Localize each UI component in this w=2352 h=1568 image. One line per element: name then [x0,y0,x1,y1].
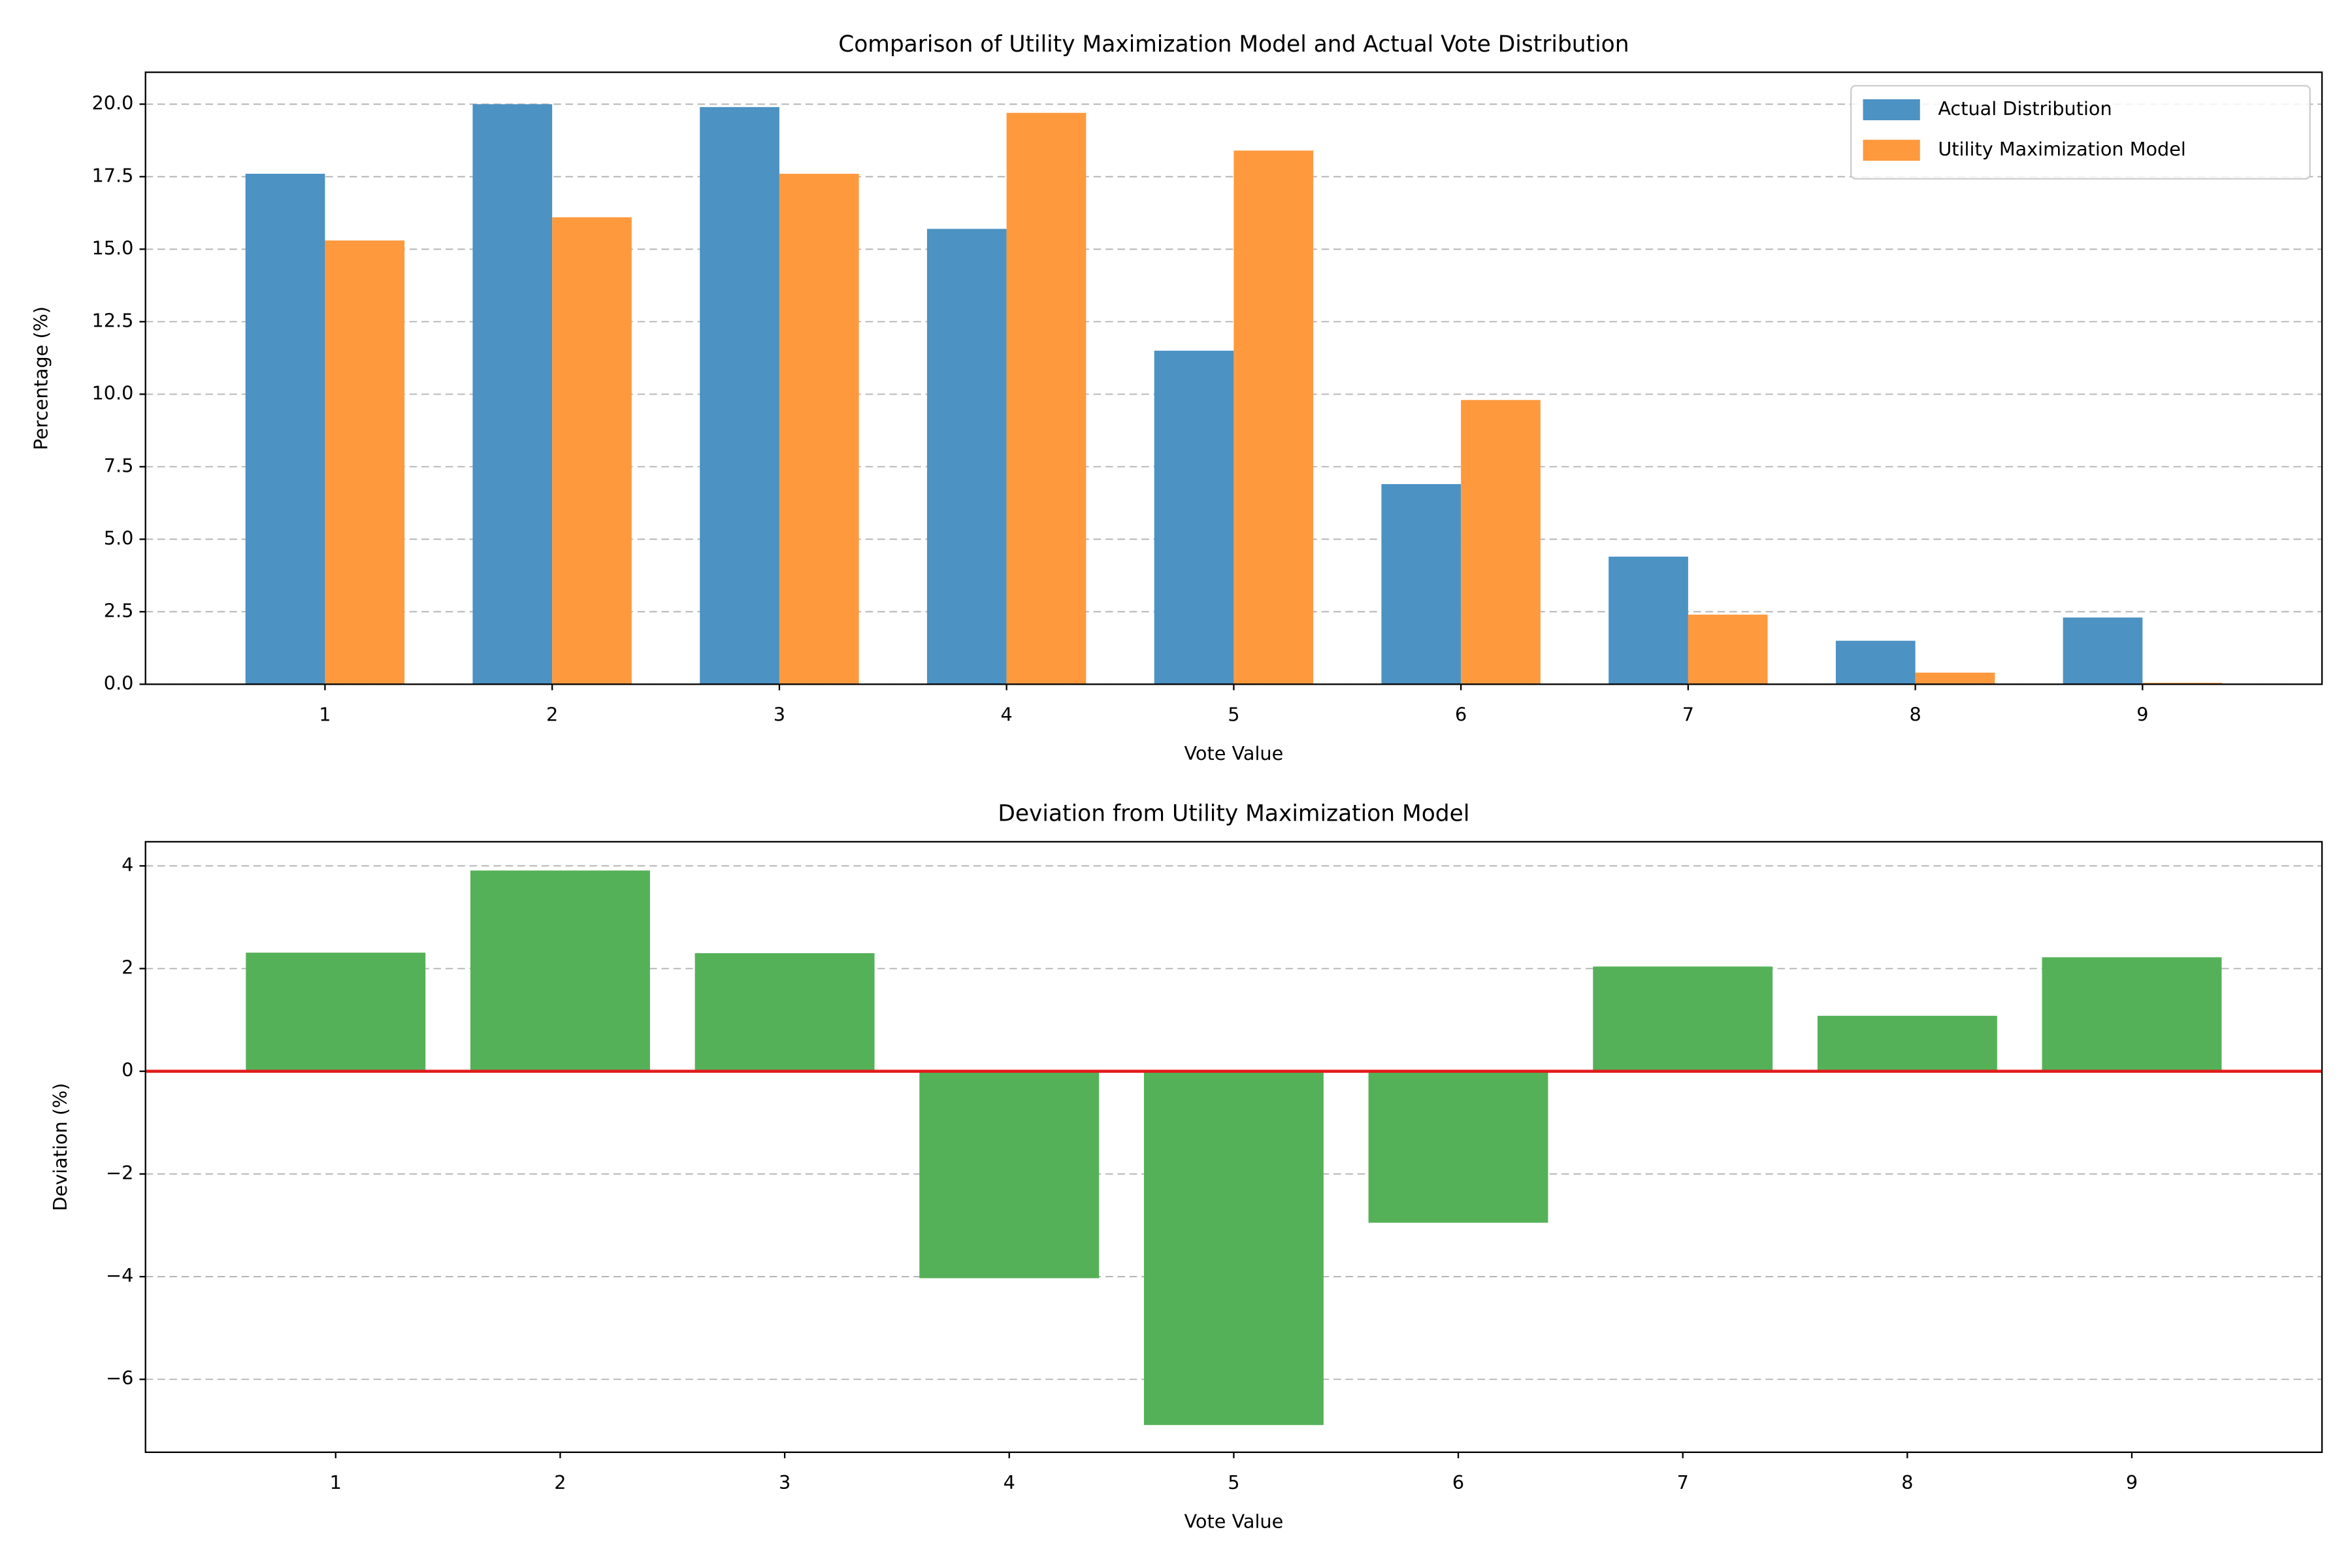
bar [325,240,405,685]
y-axis-label: Deviation (%) [49,1083,71,1211]
x-tick-label: 5 [1228,704,1239,726]
chart-title: Deviation from Utility Maximization Mode… [998,801,1469,827]
x-axis-label: Vote Value [1184,742,1284,764]
y-tick-label: 15.0 [91,237,133,259]
x-tick-label: 2 [554,1471,566,1494]
y-tick-label: 5.0 [104,527,134,549]
bar [926,229,1007,685]
bar [1593,966,1773,1071]
bar [246,953,426,1071]
y-tick-label: 12.5 [91,309,133,331]
x-tick-label: 4 [1001,704,1013,726]
bar [552,217,632,685]
x-tick-label: 3 [779,1471,791,1494]
legend-label: Actual Distribution [1938,97,2112,120]
y-axis-label: Percentage (%) [29,306,52,450]
x-tick-label: 3 [774,704,785,726]
bar [470,870,650,1071]
bar [1915,672,1995,685]
x-tick-label: 1 [330,1471,342,1494]
axes-frame [144,841,2323,1453]
legend-label: Utility Maximization Model [1938,138,2186,160]
legend-swatch [1863,99,1920,121]
legend-swatch [1863,139,1920,161]
x-tick-label: 8 [1909,704,1921,726]
x-tick-label: 4 [1004,1471,1015,1494]
x-tick-label: 7 [1677,1471,1689,1494]
x-tick-label: 8 [1901,1471,1913,1494]
y-tick-label: 20.0 [91,91,133,114]
bar [1143,1071,1324,1426]
y-tick-label: 0.0 [104,672,134,694]
bar [1461,400,1541,685]
bar [2063,617,2143,685]
x-tick-label: 9 [2136,704,2148,726]
x-tick-label: 9 [2126,1471,2138,1494]
chart-title: Comparison of Utility Maximization Model… [838,31,1629,57]
bar [1688,614,1768,685]
y-tick-label: 0 [122,1059,133,1081]
bar [1006,112,1086,685]
bar [694,953,875,1071]
bar [1609,556,1688,685]
x-tick-label: 5 [1228,1471,1239,1494]
y-tick-label: 2 [122,956,133,979]
bar [919,1071,1100,1279]
y-tick-label: −4 [106,1264,133,1286]
y-tick-label: 7.5 [104,454,134,476]
y-tick-label: 2.5 [104,599,134,621]
x-tick-label: 7 [1682,704,1694,726]
x-axis-label: Vote Value [1184,1511,1284,1533]
x-tick-label: 6 [1455,704,1467,726]
legend-box [1850,85,2311,180]
bar [779,173,859,685]
bar [2042,957,2222,1071]
y-tick-label: 10.0 [91,382,133,404]
bar [1817,1015,1997,1071]
y-tick-label: −2 [106,1162,133,1184]
bar [1368,1071,1548,1223]
bar [700,106,779,685]
bar [1835,640,1916,685]
x-tick-label: 2 [546,704,558,726]
bar [245,173,325,685]
y-tick-label: 17.5 [91,164,133,186]
bar [472,104,553,685]
x-tick-label: 6 [1452,1471,1464,1494]
y-tick-label: 4 [122,853,133,875]
axes-frame [144,71,2323,685]
bar [1381,483,1462,685]
y-tick-label: −6 [106,1367,133,1389]
bar [1154,350,1234,685]
x-tick-label: 1 [319,704,331,726]
bar [1233,150,1314,685]
